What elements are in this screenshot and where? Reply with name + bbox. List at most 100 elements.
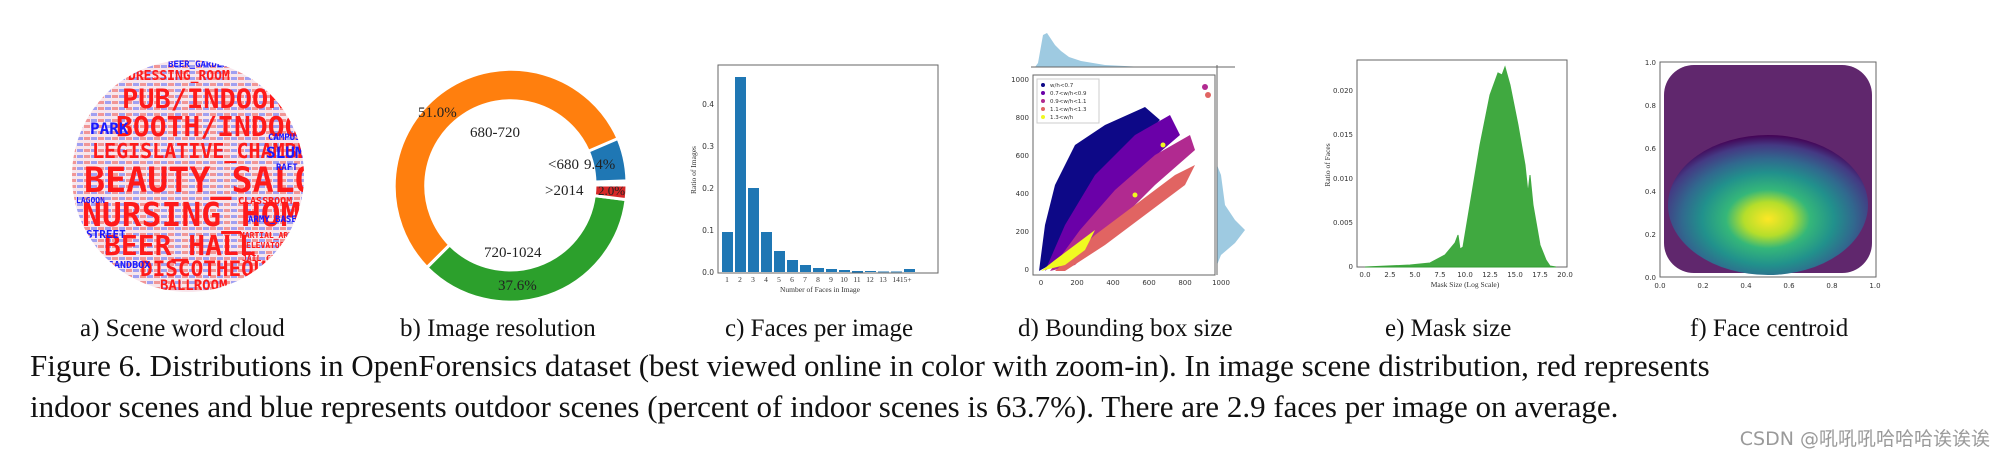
svg-text:5.0: 5.0 <box>1409 271 1420 279</box>
y-axis-label: Ratio of Faces <box>1323 143 1332 186</box>
watermark: CSDN @吼吼吼哈哈哈诶诶诶 <box>1739 428 1990 450</box>
svg-text:1.0: 1.0 <box>1869 282 1880 290</box>
word-beer-hall: BEER_HALL <box>104 229 256 262</box>
histogram-mask: 0 0.005 0.010 0.015 0.020 Ratio of Faces 0.0… <box>1323 59 1573 289</box>
figure-caption-line1: Figure 6. Distributions in OpenForensics… <box>30 348 1710 383</box>
svg-text:0.4: 0.4 <box>1740 282 1752 290</box>
svg-text:2: 2 <box>738 275 742 284</box>
label-9pct: 9.4% <box>584 157 615 173</box>
svg-text:400: 400 <box>1016 190 1029 198</box>
svg-text:9: 9 <box>829 275 833 284</box>
word-street: STREET <box>86 228 126 241</box>
svg-text:0.0: 0.0 <box>1359 271 1370 279</box>
word-elevator-door: ELEVATOR/DOOR <box>246 241 306 250</box>
word-cloud: DRESSING_ROOM PUB/INDOOR BOOTH/INDOOR LE… <box>72 60 306 294</box>
panel-bounding-box: 0 200 400 600 800 1000 0 200 400 600 800 1000 w/h<… <box>995 25 1255 295</box>
svg-text:0.0: 0.0 <box>1654 282 1665 290</box>
svg-text:0.1: 0.1 <box>702 226 714 235</box>
svg-text:0.6: 0.6 <box>1645 145 1657 153</box>
svg-text:0.3: 0.3 <box>702 142 714 151</box>
svg-text:200: 200 <box>1070 279 1083 287</box>
subfig-label-e: e) Mask size <box>1385 315 1512 342</box>
word-slum: SLUM <box>266 143 305 162</box>
label-720-1024: 720-1024 <box>484 245 542 261</box>
svg-text:0.005: 0.005 <box>1333 219 1353 227</box>
scatter-centroid: 0.0 0.2 0.4 0.6 0.8 1.0 0.0 0.2 0.4 0.6 0.8 1.0 <box>1645 59 1881 290</box>
word-jail-cell: JAIL_CELL <box>242 254 286 263</box>
svg-text:800: 800 <box>1178 279 1191 287</box>
label-gt2014: >2014 <box>545 183 584 199</box>
word-martial-arts: MARTIAL_ARTS_GYM <box>240 231 306 240</box>
label-680-720: 680-720 <box>470 125 520 141</box>
word-booth-indoor: BOOTH/INDOOR <box>116 110 306 143</box>
donut-chart: 51.0% 680-720 <680 9.4% >2014 2.0% 720-1… <box>392 67 629 304</box>
word-army-base: ARMY_BASE <box>248 215 297 225</box>
panel-word-cloud: DRESSING_ROOM PUB/INDOOR BOOTH/INDOOR LE… <box>70 58 306 294</box>
svg-text:600: 600 <box>1016 152 1029 160</box>
svg-text:1.1<w/h<1.3: 1.1<w/h<1.3 <box>1050 107 1087 113</box>
svg-text:200: 200 <box>1016 228 1029 236</box>
slice-720-1024 <box>424 193 628 304</box>
svg-text:0.6: 0.6 <box>1783 282 1795 290</box>
panel-mask-size: 0 0.005 0.010 0.015 0.020 Ratio of Faces 0.0… <box>1320 55 1580 295</box>
svg-text:1000: 1000 <box>1212 279 1230 287</box>
svg-text:0.8: 0.8 <box>1826 282 1837 290</box>
svg-text:800: 800 <box>1016 114 1029 122</box>
svg-text:400: 400 <box>1106 279 1119 287</box>
figure-caption-line2: indoor scenes and blue represents outdoo… <box>30 389 1619 424</box>
subfig-label-c: c) Faces per image <box>725 315 914 342</box>
subfig-label-a: a) Scene word cloud <box>80 315 285 342</box>
svg-text:0.010: 0.010 <box>1333 175 1353 183</box>
subfig-label-b: b) Image resolution <box>400 315 596 342</box>
x-axis-label: Number of Faces in Image <box>780 285 861 294</box>
svg-text:0.8: 0.8 <box>1645 102 1656 110</box>
label-2pct: 2.0% <box>598 183 625 198</box>
word-campus: CAMPUS <box>268 133 301 143</box>
svg-text:0.2: 0.2 <box>1697 282 1708 290</box>
svg-text:13: 13 <box>879 275 887 284</box>
svg-text:11: 11 <box>853 275 860 284</box>
svg-text:0.0: 0.0 <box>1645 274 1656 282</box>
word-lagoon: LAGOON <box>76 196 105 205</box>
svg-text:1.0: 1.0 <box>1645 59 1656 67</box>
label-51pct: 51.0% <box>418 105 457 121</box>
label-37pct: 37.6% <box>498 278 537 294</box>
svg-text:8: 8 <box>816 275 820 284</box>
svg-text:1: 1 <box>725 275 729 284</box>
svg-text:10: 10 <box>840 275 848 284</box>
svg-text:20.0: 20.0 <box>1557 271 1573 279</box>
word-beer-garden: BEER_GARDEN <box>168 60 228 70</box>
word-sandbox: SANDBOX <box>108 260 150 271</box>
svg-text:0.4: 0.4 <box>1645 188 1657 196</box>
slice-680-720 <box>392 67 620 270</box>
svg-text:1000: 1000 <box>1011 76 1029 84</box>
svg-text:w/h<0.7: w/h<0.7 <box>1050 83 1074 89</box>
svg-text:0.4: 0.4 <box>702 100 714 109</box>
svg-text:10.0: 10.0 <box>1457 271 1473 279</box>
subfig-label-f: f) Face centroid <box>1690 315 1849 342</box>
word-raft: RAFT <box>276 163 298 173</box>
svg-text:7: 7 <box>803 275 807 284</box>
panel-face-centroid: 0.0 0.2 0.4 0.6 0.8 1.0 0.0 0.2 0.4 0.6 0.8 1.0 <box>1640 55 1890 295</box>
slice-gt2014 <box>592 183 629 202</box>
word-classroom: CLASSROOM <box>238 196 292 207</box>
svg-text:0.7<w/h<0.9: 0.7<w/h<0.9 <box>1050 91 1087 97</box>
svg-text:6: 6 <box>790 275 794 284</box>
label-lt680: <680 <box>548 157 579 173</box>
svg-text:0.2: 0.2 <box>702 184 714 193</box>
svg-text:600: 600 <box>1142 279 1155 287</box>
svg-text:0.015: 0.015 <box>1333 131 1353 139</box>
svg-text:5: 5 <box>777 275 781 284</box>
legend <box>1036 78 1100 124</box>
word-ballroom: BALLROOM <box>160 278 227 294</box>
svg-text:0: 0 <box>1349 263 1353 271</box>
word-dressing-room: DRESSING_ROOM <box>128 69 230 84</box>
svg-text:12.5: 12.5 <box>1482 271 1498 279</box>
svg-text:0.0: 0.0 <box>702 268 714 277</box>
svg-text:0: 0 <box>1025 266 1029 274</box>
y-axis-label: Ratio of Images <box>690 146 698 194</box>
svg-text:1.3<w/h: 1.3<w/h <box>1050 115 1074 121</box>
scatter-bbox: 0 200 400 600 800 1000 0 200 400 600 800 1000 w/h<… <box>1011 33 1245 287</box>
